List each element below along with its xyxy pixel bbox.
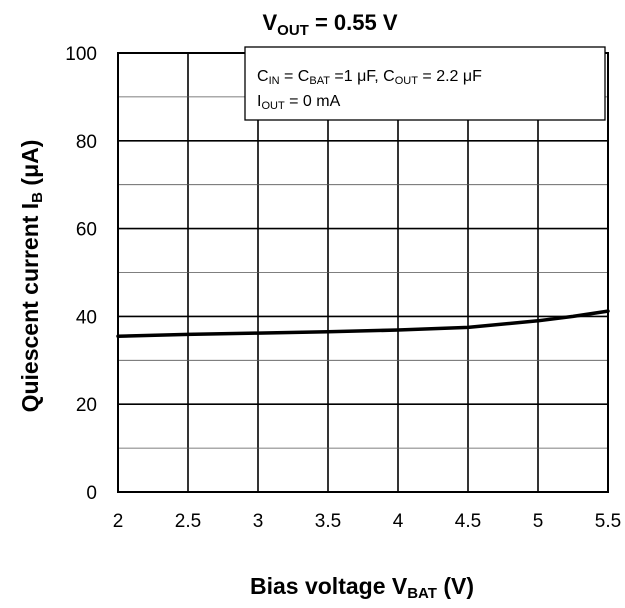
y-axis-label-main: Quiescent current I xyxy=(17,203,43,413)
series-layer xyxy=(116,309,610,338)
x-tick-label: 2.5 xyxy=(175,511,201,532)
x-axis-label-rest: (V) xyxy=(437,573,474,599)
y-tick-label: 100 xyxy=(65,44,97,65)
x-tick-label: 3.5 xyxy=(315,511,341,532)
chart-title-rest: = 0.55 V xyxy=(309,10,398,35)
y-tick-label: 20 xyxy=(76,395,97,416)
annotation-frame xyxy=(244,46,606,121)
y-axis-label-rest: (μA) xyxy=(17,140,43,192)
y-tick-labels: 0 20 40 60 80 100 xyxy=(65,44,97,504)
y-tick-label: 60 xyxy=(76,220,97,241)
x-tick-label: 5.5 xyxy=(595,511,621,532)
x-axis-label-main: Bias voltage V xyxy=(250,573,408,599)
annotation-box: CIN = CBAT =1 μF, COUT = 2.2 μF IOUT = 0 … xyxy=(244,46,606,121)
x-axis-label: Bias voltage VBAT (V) xyxy=(250,573,474,602)
y-tick-label: 0 xyxy=(86,483,97,504)
x-tick-label: 2 xyxy=(113,511,124,532)
annotation-line-2: IOUT = 0 mA xyxy=(257,93,341,112)
x-axis-label-sub: BAT xyxy=(407,585,437,602)
grid xyxy=(118,53,608,492)
chart-title-main: V xyxy=(262,10,277,35)
y-tick-label: 40 xyxy=(76,307,97,328)
x-tick-label: 4 xyxy=(393,511,404,532)
y-axis-label-sub: B xyxy=(29,192,46,203)
y-axis-label: Quiescent current IB (μA) xyxy=(17,140,46,413)
x-tick-label: 3 xyxy=(253,511,264,532)
series-line xyxy=(116,309,610,338)
annotation-line-1: CIN = CBAT =1 μF, COUT = 2.2 μF xyxy=(257,68,482,87)
x-tick-label: 5 xyxy=(533,511,544,532)
chart-title: VOUT = 0.55 V xyxy=(262,10,397,39)
chart-title-sub: OUT xyxy=(277,22,309,39)
x-tick-labels: 2 2.5 3 3.5 4 4.5 5 5.5 xyxy=(113,511,622,532)
y-tick-label: 80 xyxy=(76,132,97,153)
x-tick-label: 4.5 xyxy=(455,511,481,532)
